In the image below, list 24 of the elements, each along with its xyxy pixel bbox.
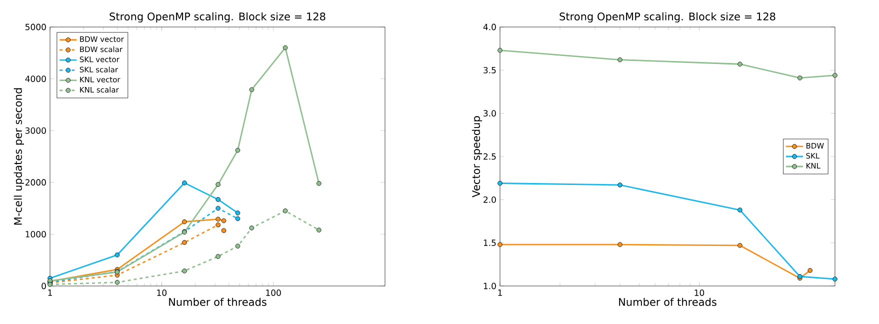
y-tick-label: 1.5 bbox=[484, 240, 496, 246]
chart-title: Strong OpenMP scaling. Block size = 128 bbox=[560, 12, 776, 22]
y-tick-label: 1.0 bbox=[484, 282, 496, 290]
y-tick-label: 3000 bbox=[25, 127, 46, 134]
y-tick-label: 0 bbox=[42, 282, 46, 290]
x-tick-label: 100 bbox=[266, 290, 281, 296]
y-tick-label: 1000 bbox=[26, 230, 46, 238]
x-tick-label: 10 bbox=[694, 290, 704, 296]
y-tick-label: 2000 bbox=[25, 179, 46, 186]
x-tick-label: 10 bbox=[157, 290, 167, 296]
y-tick-label: 2.0 bbox=[484, 196, 496, 203]
x-tick-label: 1 bbox=[48, 290, 52, 296]
y-tick-label: 3.0 bbox=[484, 110, 496, 117]
y-tick-label: 5000 bbox=[26, 24, 46, 30]
y-tick-label: 2.5 bbox=[484, 153, 496, 160]
y-axis-title: Vector speedup bbox=[472, 116, 482, 198]
y-axis-title: M-cell updates per second bbox=[14, 88, 24, 225]
x-axis-title: Number of threads bbox=[619, 298, 716, 306]
y-tick-label: 4.0 bbox=[483, 24, 496, 30]
chart-title: Strong OpenMP scaling. Block size = 128 bbox=[110, 12, 326, 22]
y-tick-label: 4000 bbox=[25, 76, 46, 82]
y-tick-label: 3.5 bbox=[484, 66, 496, 74]
x-tick-label: 1 bbox=[498, 290, 502, 296]
x-axis-title: Number of threads bbox=[169, 298, 266, 306]
